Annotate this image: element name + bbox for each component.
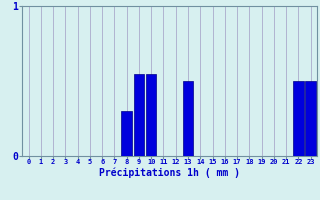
Bar [146, 73, 156, 156]
Bar [293, 81, 304, 156]
Bar [122, 111, 132, 156]
Bar [134, 73, 144, 156]
Bar [306, 81, 316, 156]
X-axis label: Précipitations 1h ( mm ): Précipitations 1h ( mm ) [99, 168, 240, 178]
Bar [183, 81, 193, 156]
